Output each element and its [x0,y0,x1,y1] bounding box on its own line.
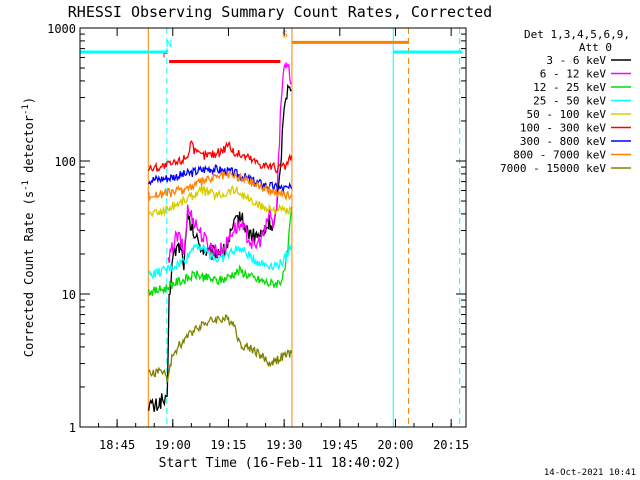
legend-label-25-50-kev: 25 - 50 keV [533,95,606,108]
footer-timestamp: 14-Oct-2021 10:41 [544,468,636,478]
x-tick-label-2000: 20:00 [377,438,413,452]
y-axis-label-part2: detector [22,115,36,180]
x-tick-label-1915: 19:15 [210,438,246,452]
series-line-6-12-kev [167,61,292,264]
flag-label-s-3: S [282,29,288,40]
x-tick-label-1930: 19:30 [266,438,302,452]
legend-header-line1: Det 1,3,4,5,6,9, [524,28,630,41]
x-tick-label-1845: 18:45 [99,438,135,452]
legend-label-3-6-kev: 3 - 6 keV [546,54,606,67]
x-tick-label-1945: 19:45 [322,438,358,452]
y-axis-label-part1: Corrected Count Rate (s [22,191,36,357]
legend-header-line2: Att 0 [579,41,612,54]
y-tick-label-100: 100 [54,155,76,169]
plot-frame [79,27,467,428]
legend-label-300-800-kev: 300 - 800 keV [520,135,606,148]
y-axis-label-sup2: -1 [21,104,31,115]
x-tick-label-2015: 20:15 [433,438,469,452]
legend-label-800-7000-kev: 800 - 7000 keV [513,149,606,162]
chart-title: RHESSI Observing Summary Count Rates, Co… [68,3,492,21]
legend-label-50-100-kev: 50 - 100 keV [527,108,607,121]
x-axis-label: Start Time (16-Feb-11 18:40:02) [159,456,402,471]
y-tick-label-1: 1 [69,421,76,435]
series-line-300-800-kev [148,164,293,194]
series-line-12-25-kev [148,207,293,297]
flag-label-f-0: F [162,50,168,61]
y-axis-label-part3: ) [22,97,36,104]
flag-label-n-1: N [166,39,172,50]
axes: 18:45 19:00 19:15 19:30 19:45 20:00 20:15 1 10 10… [47,22,469,452]
legend-label-12-25-kev: 12 - 25 keV [533,81,606,94]
plot-area: FN S [79,28,463,427]
x-tick-label-1900: 19:00 [155,438,191,452]
y-axis-label: Corrected Count Rate (s-1 detector-1) [21,97,36,357]
series-line-100-300-kev [148,139,293,174]
legend-label-7000-15000-kev: 7000 - 15000 keV [500,162,606,175]
y-tick-label-10: 10 [62,288,76,302]
series-line-50-100-kev [148,184,293,217]
series-line-25-50-kev [148,242,293,280]
series-line-800-7000-kev [148,169,293,202]
legend-label-100-300-kev: 100 - 300 keV [520,122,606,135]
y-tick-label-1000: 1000 [47,22,76,36]
y-axis-label-sup1: -1 [21,180,31,191]
series-line-7000-15000-kev [148,314,293,383]
legend-label-6-12-kev: 6 - 12 keV [540,68,607,81]
